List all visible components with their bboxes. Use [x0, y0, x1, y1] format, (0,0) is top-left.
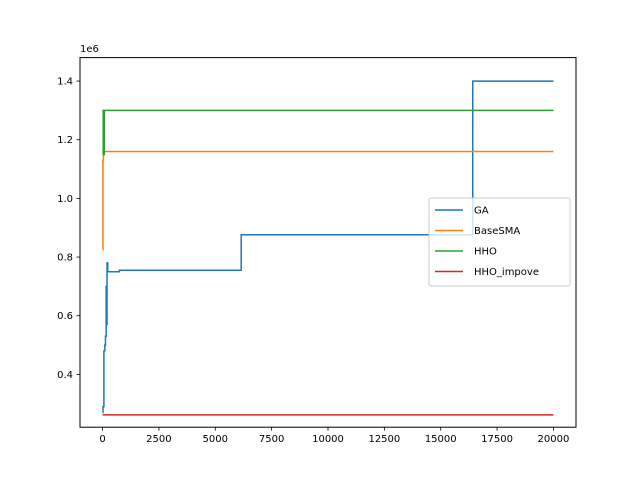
x-tick-label: 5000 [203, 434, 228, 445]
y-tick-label: 0.4 [57, 370, 73, 381]
series-lines [102, 80, 554, 416]
x-tick-label: 0 [99, 434, 105, 445]
y-tick-label: 0.8 [57, 253, 73, 264]
x-tick-label: 2500 [146, 434, 171, 445]
legend-label: BaseSMA [474, 226, 520, 237]
x-tick-label: 10000 [312, 434, 344, 445]
y-axis: 0.4 0.6 0.8 1.0 1.2 1.4 [57, 77, 80, 381]
legend-label: HHO_impove [474, 267, 539, 278]
x-tick-label: 7500 [259, 434, 284, 445]
y-tick-label: 0.6 [57, 311, 73, 322]
legend: GA BaseSMA HHO HHO_impove [428, 197, 571, 287]
x-tick-label: 15000 [425, 434, 457, 445]
x-tick-label: 20000 [538, 434, 570, 445]
legend-label: GA [474, 206, 489, 217]
y-tick-label: 1.0 [57, 194, 73, 205]
x-axis: 0 2500 5000 7500 10000 12500 15000 17500 20000 [99, 427, 569, 445]
x-tick-label: 17500 [481, 434, 513, 445]
series-line-ga [102, 80, 554, 414]
series-line-hho [102, 109, 554, 156]
legend-label: HHO [474, 247, 497, 258]
x-tick-label: 12500 [368, 434, 400, 445]
y-tick-label: 1.4 [57, 77, 73, 88]
y-offset-label: 1e6 [80, 44, 99, 55]
y-tick-label: 1.2 [57, 135, 73, 146]
legend-box [428, 197, 571, 287]
